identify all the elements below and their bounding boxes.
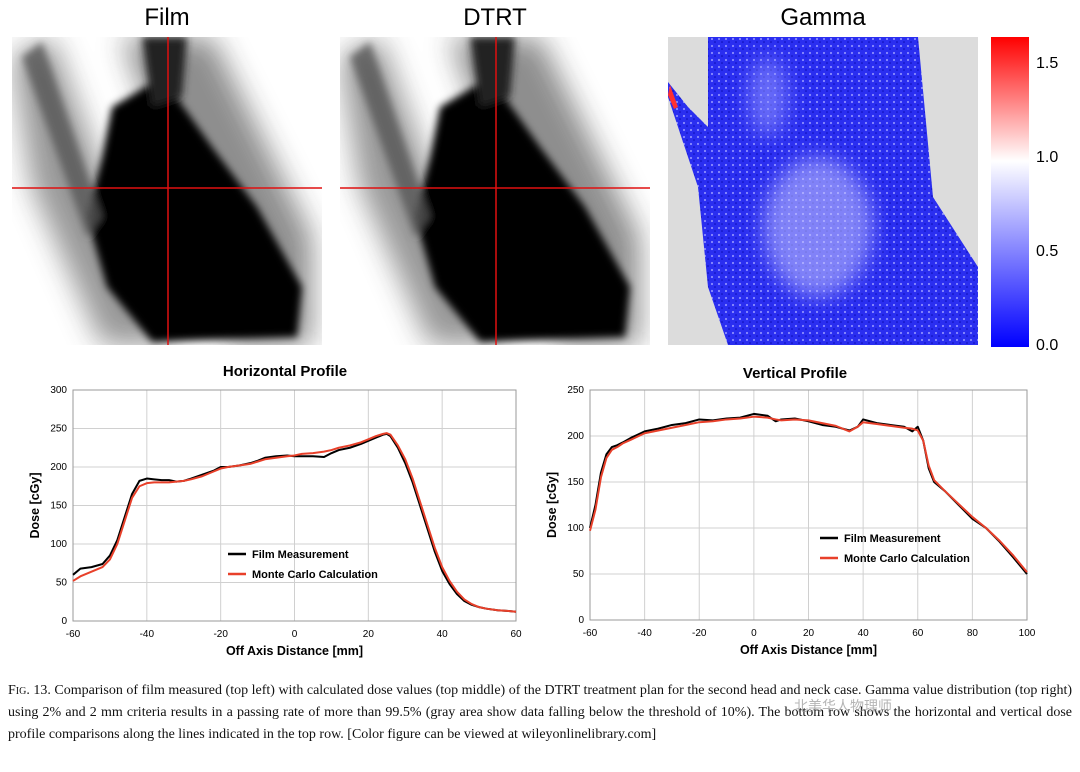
y-axis-label: Dose [cGy] xyxy=(28,473,42,539)
y-tick-label: 300 xyxy=(50,385,67,396)
y-tick-label: 150 xyxy=(567,477,584,488)
y-tick-label: 100 xyxy=(50,539,67,550)
legend-label: Monte Carlo Calculation xyxy=(252,569,378,581)
x-tick-label: -20 xyxy=(213,629,228,640)
series-line xyxy=(72,432,517,613)
x-tick-label: 100 xyxy=(1019,628,1036,639)
x-tick-label: 20 xyxy=(363,629,375,640)
x-tick-label: -60 xyxy=(66,629,81,640)
x-tick-label: -40 xyxy=(140,629,155,640)
legend-label: Monte Carlo Calculation xyxy=(844,553,970,565)
horizontal-profile-title: Horizontal Profile xyxy=(222,363,348,380)
caption-text: Comparison of film measured (top left) w… xyxy=(8,683,1072,742)
y-tick-label: 150 xyxy=(50,501,67,512)
gamma-colorbar xyxy=(991,37,1029,347)
dtrt-dose-image xyxy=(340,37,650,345)
x-axis-label: Off Axis Distance [mm] xyxy=(740,643,877,657)
legend-label: Film Measurement xyxy=(844,533,941,545)
y-tick-label: 50 xyxy=(573,569,585,580)
plot-frame xyxy=(72,389,517,622)
y-axis-label: Dose [cGy] xyxy=(545,472,559,538)
y-tick-label: 0 xyxy=(578,615,584,626)
figure-label: Fig. 13. xyxy=(8,683,51,698)
colorbar-tick-label: 1.5 xyxy=(1036,55,1059,73)
x-tick-label: 80 xyxy=(967,628,979,639)
y-tick-label: 50 xyxy=(56,578,68,589)
x-tick-label: 40 xyxy=(858,628,870,639)
colorbar-tick-label: 1.0 xyxy=(1036,149,1059,167)
x-axis-label: Off Axis Distance [mm] xyxy=(226,644,363,658)
figure-caption: Fig. 13. Comparison of film measured (to… xyxy=(8,680,1072,746)
x-tick-label: 20 xyxy=(803,628,815,639)
x-tick-label: 60 xyxy=(912,628,924,639)
legend-label: Film Measurement xyxy=(252,549,349,561)
colorbar-tick-label: 0.0 xyxy=(1036,337,1059,354)
x-tick-label: -20 xyxy=(692,628,707,639)
y-tick-label: 200 xyxy=(567,431,584,442)
watermark: 北美华人物理师 xyxy=(794,699,892,715)
y-tick-label: 250 xyxy=(50,424,67,435)
x-tick-label: 0 xyxy=(292,629,298,640)
colorbar-tick-label: 0.5 xyxy=(1036,243,1059,261)
y-tick-label: 250 xyxy=(567,385,584,396)
y-tick-label: 0 xyxy=(61,616,67,627)
vertical-profile-title: Vertical Profile xyxy=(742,365,848,382)
horizontal-profile-chart: -60 -40 -20 0 20 40 60 0 50 100 150 200 250 300 Off Ax… xyxy=(28,385,522,658)
x-tick-label: -60 xyxy=(583,628,598,639)
vertical-profile-chart: -60 -40 -20 0 20 40 60 80 100 0 50 100 150 200 250 Off … xyxy=(545,385,1036,657)
dtrt-title: DTRT xyxy=(463,4,527,31)
x-tick-label: 0 xyxy=(751,628,757,639)
gamma-title: Gamma xyxy=(780,4,866,31)
x-tick-label: 60 xyxy=(510,629,522,640)
y-tick-label: 200 xyxy=(50,462,67,473)
series-line xyxy=(72,432,517,613)
gamma-map-image xyxy=(668,37,978,345)
x-tick-label: 40 xyxy=(437,629,449,640)
film-title: Film xyxy=(144,4,190,31)
film-dose-image xyxy=(12,37,322,345)
series-line xyxy=(589,415,1028,573)
x-tick-label: -40 xyxy=(637,628,652,639)
y-tick-label: 100 xyxy=(567,523,584,534)
plot-frame xyxy=(589,389,1028,621)
